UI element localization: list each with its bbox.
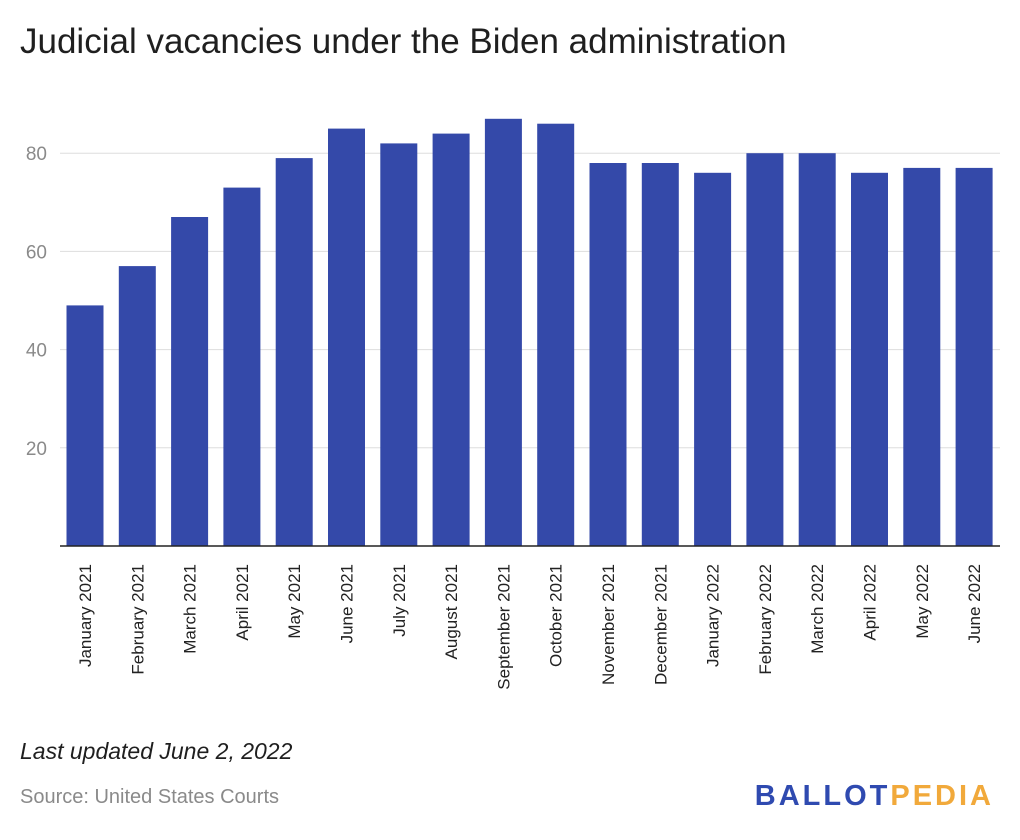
bar	[484, 118, 522, 547]
x-tick-label: December 2021	[651, 564, 670, 685]
bar	[380, 143, 418, 546]
x-axis-labels: January 2021 February 2021 March 2021 April…	[76, 564, 984, 690]
last-updated-note: Last updated June 2, 2022	[20, 738, 293, 764]
bar	[694, 172, 732, 547]
x-tick-label: February 2022	[756, 564, 775, 675]
bar	[851, 172, 888, 547]
x-tick-label: February 2021	[128, 564, 147, 675]
ballotpedia-logo: BALLOTPEDIA	[755, 780, 994, 813]
y-tick-label: 80	[26, 144, 47, 165]
x-tick-label: July 2021	[390, 564, 409, 637]
bar	[746, 153, 784, 546]
x-tick-label: May 2022	[913, 564, 932, 639]
x-tick-label: January 2021	[76, 564, 95, 667]
bar	[171, 217, 209, 546]
bar	[66, 305, 104, 546]
x-tick-label: May 2021	[285, 564, 304, 639]
bar	[118, 266, 156, 546]
x-tick-label: September 2021	[494, 564, 513, 690]
bar	[432, 133, 470, 546]
bar	[903, 167, 941, 546]
y-tick-label: 20	[26, 439, 47, 460]
x-tick-label: April 2022	[861, 564, 880, 641]
bar-chart: 20 40 60 80 January 2021 February 2021 March …	[26, 118, 1000, 690]
bar	[955, 167, 993, 546]
bar	[641, 163, 679, 546]
gridlines	[60, 152, 1000, 449]
bar	[275, 158, 313, 546]
logo-part-pedia: PEDIA	[890, 780, 994, 812]
bar	[537, 123, 575, 546]
x-tick-label: January 2022	[704, 564, 723, 667]
x-tick-label: November 2021	[599, 564, 618, 685]
y-axis-labels: 20 40 60 80	[26, 144, 47, 460]
y-tick-label: 60	[26, 242, 47, 263]
chart-title: Judicial vacancies under the Biden admin…	[20, 22, 787, 61]
x-tick-label: April 2021	[233, 564, 252, 641]
bar	[798, 153, 836, 546]
logo-part-ballot: BALLOT	[754, 780, 891, 812]
x-tick-label: March 2022	[808, 564, 827, 654]
bars	[66, 118, 993, 547]
y-tick-label: 40	[26, 341, 47, 362]
x-tick-label: August 2021	[442, 564, 461, 659]
x-tick-label: March 2021	[181, 564, 200, 654]
source-note: Source: United States Courts	[20, 786, 280, 808]
bar	[223, 187, 261, 546]
bar	[589, 163, 627, 546]
x-tick-label: October 2021	[547, 564, 566, 667]
x-tick-label: June 2022	[965, 564, 984, 643]
bar	[328, 128, 365, 546]
x-tick-label: June 2021	[338, 564, 357, 643]
